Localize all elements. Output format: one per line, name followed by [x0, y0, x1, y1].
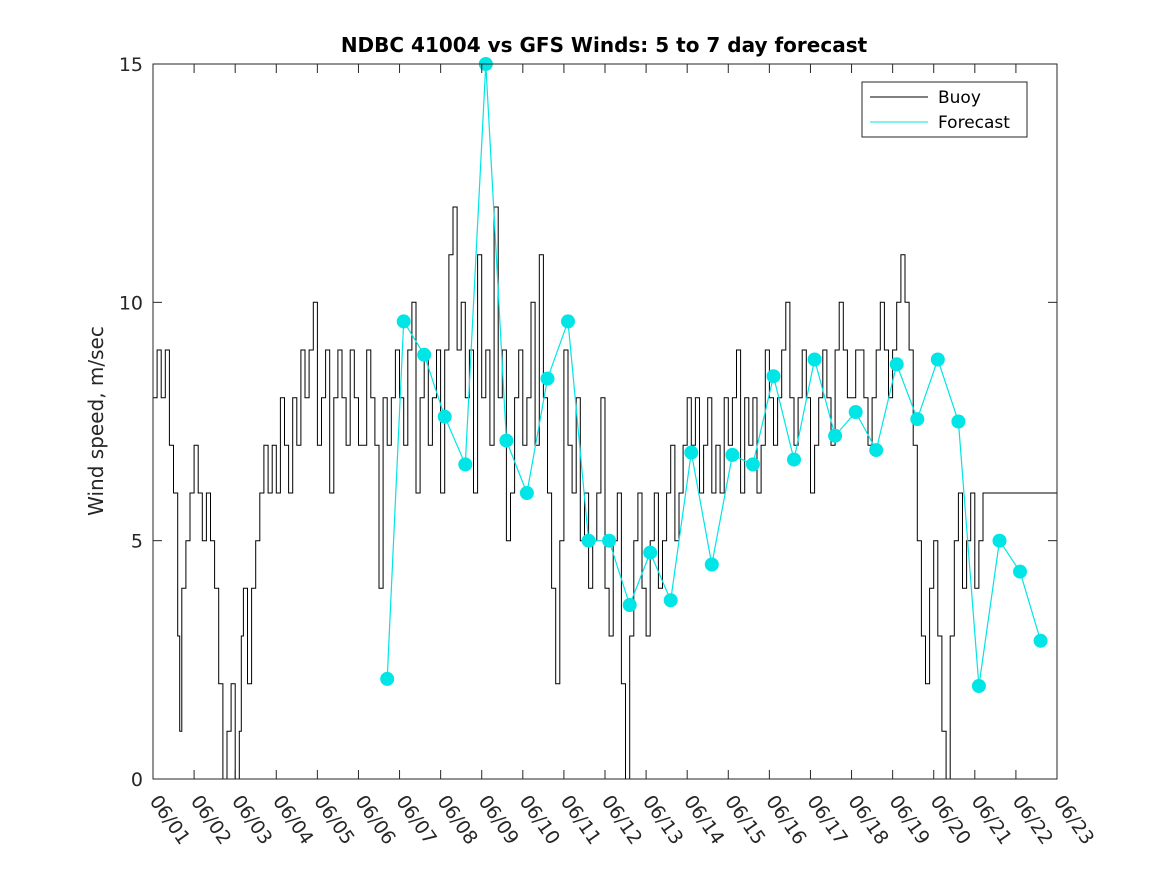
forecast-point — [951, 414, 966, 429]
forecast-point — [828, 428, 843, 443]
forecast-point — [519, 486, 534, 500]
forecast-point — [848, 405, 863, 419]
forecast-point — [910, 412, 925, 427]
y-tick-label: 5 — [131, 531, 143, 553]
forecast-point — [684, 445, 699, 460]
forecast-point — [1033, 633, 1048, 648]
forecast-point — [787, 452, 801, 467]
forecast-point — [602, 533, 617, 548]
series-layer — [153, 57, 1057, 780]
forecast-point — [643, 545, 658, 560]
forecast-point — [869, 443, 884, 458]
forecast-point — [1013, 564, 1027, 579]
y-tick-label: 0 — [131, 769, 143, 791]
legend-buoy-label: Buoy — [938, 88, 981, 108]
forecast-point — [704, 557, 719, 572]
forecast-point — [889, 357, 904, 372]
y-tick-label: 15 — [119, 54, 143, 76]
forecast-point — [807, 352, 822, 367]
legend-box — [861, 81, 1028, 138]
forecast-point — [930, 352, 945, 367]
forecast-point — [971, 679, 986, 693]
forecast-point — [992, 533, 1007, 548]
forecast-point — [458, 457, 473, 472]
forecast-point — [581, 533, 596, 548]
forecast-point — [437, 409, 452, 424]
forecast-point — [540, 371, 555, 386]
legend: Buoy Forecast — [861, 81, 1028, 138]
legend-forecast-label: Forecast — [938, 113, 1010, 133]
forecast-point — [745, 457, 760, 472]
y-axis-label: Wind speed, m/sec — [84, 326, 108, 516]
forecast-point — [725, 447, 740, 462]
forecast-point — [561, 314, 575, 329]
forecast-point — [766, 369, 781, 384]
buoy-series-line — [153, 206, 1057, 780]
forecast-point — [499, 433, 514, 448]
forecast-point — [622, 598, 637, 612]
y-tick-label: 10 — [119, 292, 143, 314]
forecast-point — [396, 314, 411, 329]
chart-title: NDBC 41004 vs GFS Winds: 5 to 7 day fore… — [341, 33, 868, 57]
forecast-point — [417, 347, 432, 362]
forecast-point — [663, 593, 678, 608]
forecast-point — [380, 671, 395, 686]
